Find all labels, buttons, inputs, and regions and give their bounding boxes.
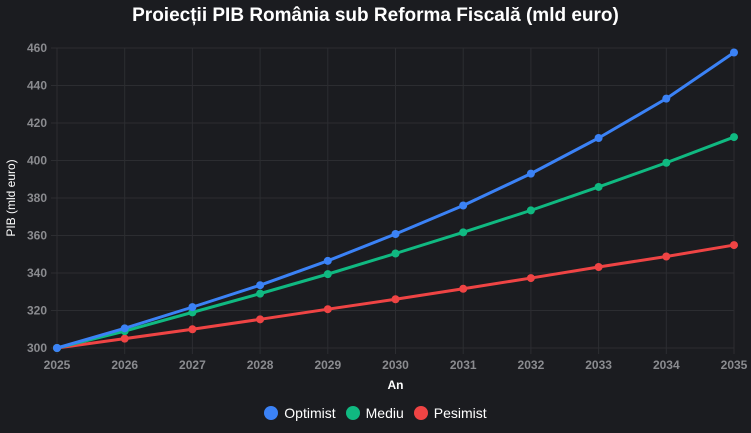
y-tick-label: 420	[27, 116, 47, 130]
data-point-pesimist	[188, 325, 197, 334]
data-point-optimist	[256, 281, 265, 290]
data-point-pesimist	[730, 241, 738, 250]
data-point-optimist	[594, 134, 603, 142]
x-axis-label: An	[388, 378, 404, 392]
data-point-optimist	[526, 169, 535, 178]
legend-marker	[413, 406, 428, 420]
data-point-mediu	[391, 249, 400, 258]
legend-label: Optimist	[284, 405, 336, 421]
data-point-optimist	[391, 230, 400, 238]
data-point-mediu	[662, 158, 671, 167]
y-tick-label: 440	[27, 79, 47, 93]
legend-label: Pesimist	[433, 405, 487, 421]
x-tick-label: 2033	[585, 358, 612, 372]
data-point-mediu	[594, 182, 603, 191]
data-point-optimist	[662, 94, 671, 103]
x-tick-label: 2034	[653, 358, 680, 372]
legend-item-pesimist[interactable]: Pesimist	[413, 405, 487, 421]
data-point-optimist	[323, 256, 332, 265]
data-point-pesimist	[391, 295, 400, 304]
x-tick-label: 2027	[179, 358, 206, 372]
legend-item-optimist[interactable]: Optimist	[264, 405, 336, 421]
y-tick-label: 300	[27, 341, 47, 355]
data-point-optimist	[188, 303, 197, 312]
x-tick-label: 2032	[518, 358, 545, 372]
legend-marker	[345, 406, 360, 420]
legend-label: Mediu	[365, 405, 404, 421]
data-point-optimist	[53, 344, 61, 352]
y-tick-label: 400	[27, 154, 47, 168]
y-tick-label: 360	[27, 229, 47, 243]
chart-title: Proiecții PIB România sub Reforma Fiscal…	[132, 5, 619, 26]
data-point-pesimist	[256, 315, 265, 324]
x-tick-label: 2031	[450, 358, 477, 372]
data-point-mediu	[256, 289, 265, 298]
data-point-mediu	[323, 270, 332, 279]
y-tick-label: 320	[27, 304, 47, 318]
data-point-pesimist	[526, 274, 535, 283]
x-tick-label: 2029	[314, 358, 341, 372]
data-point-optimist	[730, 48, 738, 57]
y-tick-label: 460	[27, 41, 47, 55]
data-point-optimist	[120, 324, 129, 333]
y-tick-label: 380	[27, 191, 47, 205]
legend: Optimist Mediu Pesimist	[0, 405, 751, 421]
x-tick-label: 2030	[382, 358, 409, 372]
data-point-optimist	[459, 201, 468, 210]
data-point-pesimist	[594, 263, 603, 271]
data-point-pesimist	[459, 284, 468, 293]
data-point-pesimist	[662, 252, 671, 261]
y-tick-label: 340	[27, 266, 47, 280]
data-point-pesimist	[323, 305, 332, 314]
data-point-mediu	[730, 133, 738, 142]
data-point-pesimist	[120, 334, 129, 343]
x-tick-label: 2028	[247, 358, 274, 372]
x-tick-label: 2035	[721, 358, 748, 372]
data-point-mediu	[459, 228, 468, 237]
legend-item-mediu[interactable]: Mediu	[345, 405, 404, 421]
data-point-mediu	[526, 206, 535, 215]
x-tick-label: 2026	[111, 358, 138, 372]
legend-marker	[264, 406, 279, 420]
y-axis-label: PIB (mld euro)	[4, 159, 18, 236]
x-tick-label: 2025	[44, 358, 71, 372]
